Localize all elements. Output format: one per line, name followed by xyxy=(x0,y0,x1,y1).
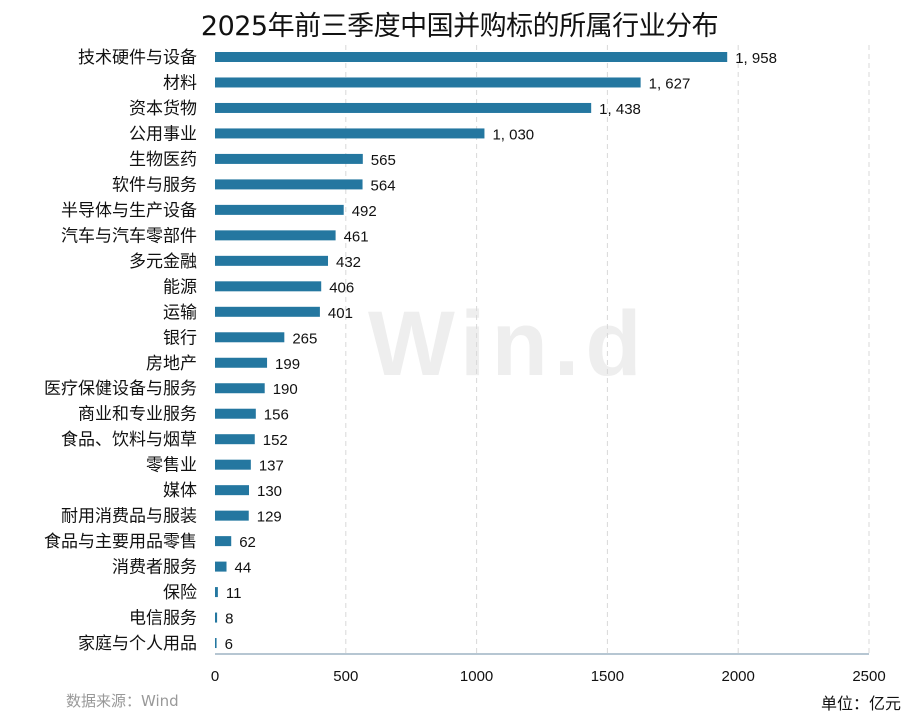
watermark-logo: Win.d xyxy=(368,293,648,395)
bar xyxy=(215,357,268,368)
category-label: 半导体与生产设备 xyxy=(61,201,197,221)
x-tick-label: 1500 xyxy=(591,668,624,685)
data-label: 152 xyxy=(263,432,288,449)
x-tick-label: 500 xyxy=(333,668,358,685)
bar xyxy=(215,485,250,496)
data-label: 11 xyxy=(226,585,242,602)
data-label: 137 xyxy=(259,458,284,475)
category-label: 多元金融 xyxy=(129,252,197,272)
category-label: 软件与服务 xyxy=(112,175,197,195)
category-label: 运输 xyxy=(163,303,197,323)
category-label: 资本货物 xyxy=(129,99,197,119)
category-label: 食品与主要用品零售 xyxy=(44,532,197,552)
data-label: 1, 030 xyxy=(492,126,534,143)
x-tick-label: 0 xyxy=(211,668,219,685)
bar xyxy=(215,102,592,113)
x-tick-label: 1000 xyxy=(460,668,493,685)
category-label: 汽车与汽车零部件 xyxy=(61,226,197,246)
data-label: 1, 627 xyxy=(649,75,691,92)
unit-note: 单位：亿元 xyxy=(820,694,901,713)
category-label: 生物医药 xyxy=(129,150,197,170)
data-label: 492 xyxy=(352,203,377,220)
bar xyxy=(215,77,641,88)
bar xyxy=(215,434,255,445)
bar xyxy=(215,153,363,164)
data-label: 129 xyxy=(257,509,282,526)
category-label: 银行 xyxy=(163,328,197,348)
data-label: 565 xyxy=(371,152,396,169)
data-label: 406 xyxy=(329,279,354,296)
bar xyxy=(215,459,251,470)
bar xyxy=(215,638,217,649)
bar xyxy=(215,255,329,266)
category-label: 材料 xyxy=(163,73,197,93)
data-label: 8 xyxy=(225,611,233,628)
data-label: 156 xyxy=(264,407,289,424)
category-label: 技术硬件与设备 xyxy=(78,48,197,68)
bar xyxy=(215,52,728,62)
data-label: 265 xyxy=(292,330,317,347)
data-label: 1, 438 xyxy=(599,101,641,118)
bar xyxy=(215,179,363,190)
category-label: 媒体 xyxy=(163,481,197,501)
data-label: 199 xyxy=(275,356,300,373)
category-label: 房地产 xyxy=(146,354,197,374)
x-tick-label: 2000 xyxy=(722,668,755,685)
data-label: 62 xyxy=(239,534,256,551)
category-label: 零售业 xyxy=(146,456,197,476)
bar xyxy=(215,204,344,215)
bar xyxy=(215,612,218,623)
category-label: 食品、饮料与烟草 xyxy=(61,430,197,450)
bar xyxy=(215,587,218,598)
category-label: 公用事业 xyxy=(129,124,197,144)
bar xyxy=(215,536,232,547)
data-label: 130 xyxy=(257,483,282,500)
bar xyxy=(215,408,256,419)
bar xyxy=(215,383,265,394)
category-label: 医疗保健设备与服务 xyxy=(44,379,197,399)
source-note: 数据来源：Wind xyxy=(66,692,179,710)
category-label: 耐用消费品与服装 xyxy=(61,507,197,527)
category-label: 家庭与个人用品 xyxy=(78,634,197,654)
bar xyxy=(215,306,320,317)
data-label: 44 xyxy=(235,560,252,577)
x-tick-label: 2500 xyxy=(852,668,885,685)
data-label: 401 xyxy=(328,305,353,322)
data-label: 1, 958 xyxy=(735,50,777,67)
bar xyxy=(215,281,322,292)
data-label: 461 xyxy=(344,228,369,245)
bar xyxy=(215,128,485,139)
bar xyxy=(215,561,227,572)
bar xyxy=(215,230,336,241)
bar xyxy=(215,332,285,343)
data-label: 190 xyxy=(273,381,298,398)
category-label: 商业和专业服务 xyxy=(78,405,197,425)
category-label: 消费者服务 xyxy=(112,558,197,578)
chart-title: 2025年前三季度中国并购标的所属行业分布 xyxy=(200,11,719,42)
bar xyxy=(215,510,249,521)
data-label: 432 xyxy=(336,254,361,271)
category-label: 能源 xyxy=(163,277,197,297)
category-label: 保险 xyxy=(163,583,197,603)
category-label: 电信服务 xyxy=(129,609,197,629)
data-label: 564 xyxy=(371,177,396,194)
data-label: 6 xyxy=(225,636,233,653)
